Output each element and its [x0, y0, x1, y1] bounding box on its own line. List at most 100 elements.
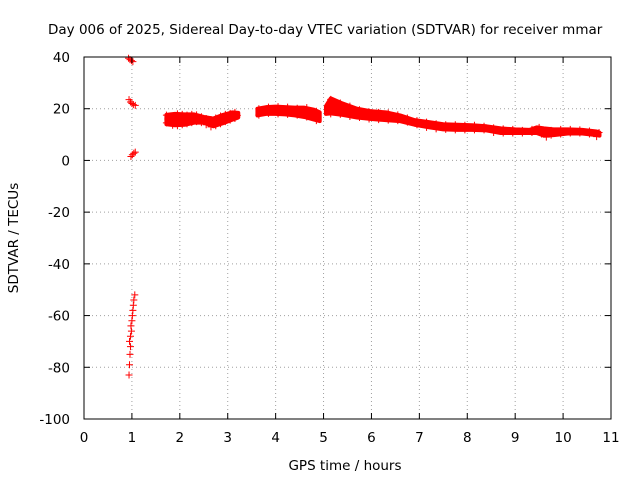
y-tick-label: 20: [53, 102, 70, 118]
data-point: [538, 130, 546, 138]
data-point: [212, 114, 220, 122]
series-sdtvar: [125, 54, 603, 379]
x-tick-label: 7: [415, 430, 424, 446]
data-point: [499, 129, 507, 137]
data-point: [327, 95, 335, 103]
plot-grid: [84, 57, 611, 419]
data-point: [274, 110, 282, 118]
data-point: [442, 125, 450, 133]
y-tick-label: -40: [48, 257, 70, 273]
data-point: [178, 110, 186, 118]
data-point-band: [255, 104, 322, 124]
data-point: [528, 129, 536, 137]
data-point: [585, 130, 593, 138]
y-tick-label: 0: [61, 153, 70, 169]
data-point: [470, 126, 478, 134]
data-point: [303, 113, 311, 121]
data-point: [130, 149, 138, 157]
data-point: [576, 129, 584, 137]
data-point: [129, 58, 137, 66]
x-tick-label: 11: [602, 430, 619, 446]
data-point: [125, 371, 133, 379]
data-point: [197, 119, 205, 127]
data-point: [126, 332, 134, 340]
data-point: [217, 120, 225, 128]
data-point: [284, 103, 292, 111]
data-point: [255, 111, 263, 119]
data-point: [173, 110, 181, 118]
x-tick-label: 6: [367, 430, 376, 446]
data-point: [126, 337, 134, 345]
data-point: [346, 112, 354, 120]
data-point: [207, 123, 215, 131]
data-point: [355, 114, 363, 122]
data-point: [126, 361, 134, 369]
x-tick-label: 0: [80, 430, 89, 446]
data-point: [336, 99, 344, 107]
data-point: [384, 116, 392, 124]
data-point: [346, 102, 354, 110]
data-point: [365, 115, 373, 123]
data-point: [490, 129, 498, 137]
data-point: [509, 129, 517, 137]
data-point: [557, 130, 565, 138]
chart-title: Day 006 of 2025, Sidereal Day-to-day VTE…: [48, 22, 603, 38]
data-point: [233, 111, 241, 119]
data-point: [593, 133, 601, 141]
data-point: [212, 122, 220, 130]
data-point: [197, 113, 205, 121]
data-point: [375, 116, 383, 124]
data-point: [226, 109, 234, 117]
data-point: [164, 115, 172, 123]
data-point: [173, 122, 181, 130]
data-point: [274, 103, 282, 111]
data-point: [566, 129, 574, 137]
data-point: [432, 125, 440, 133]
data-point: [131, 101, 139, 109]
y-axis-label: SDTVAR / TECUs: [6, 183, 22, 293]
y-tick-label: -80: [48, 360, 70, 376]
data-point: [327, 110, 335, 118]
x-tick-label: 10: [554, 430, 571, 446]
data-point: [169, 112, 177, 120]
data-point: [423, 123, 431, 131]
data-point: [384, 109, 392, 117]
y-tick-label: 40: [53, 50, 70, 66]
x-tick-label: 3: [223, 430, 232, 446]
data-point: [535, 123, 543, 131]
data-point: [595, 129, 603, 137]
data-point: [202, 115, 210, 123]
data-point: [127, 153, 135, 161]
x-axis-label: GPS time / hours: [288, 458, 401, 474]
data-point: [183, 111, 191, 119]
data-point: [312, 117, 320, 125]
data-point: [461, 126, 469, 134]
x-tick-label: 4: [271, 430, 280, 446]
data-point: [226, 116, 234, 124]
plot-frame: [83, 56, 612, 420]
data-point: [355, 106, 363, 114]
data-point: [193, 111, 201, 119]
data-point: [178, 121, 186, 129]
axis-ticks: 0 1 2 3 4 5 6 7 8 9 10 11 40 20 0 -20 -40 -60 -80 -100: [39, 50, 619, 446]
data-point: [127, 322, 135, 330]
data-point: [284, 110, 292, 118]
data-point: [128, 100, 136, 108]
data-point: [264, 109, 272, 117]
x-tick-label: 5: [319, 430, 328, 446]
data-point: [264, 103, 272, 111]
data-point: [221, 118, 229, 126]
data-point: [217, 112, 225, 120]
data-point: [480, 126, 488, 134]
data-point: [518, 129, 526, 137]
data-point: [293, 111, 301, 119]
y-tick-label: -20: [48, 205, 70, 221]
data-point: [193, 118, 201, 126]
data-point: [255, 105, 263, 113]
data-point: [365, 108, 373, 116]
x-tick-label: 8: [463, 430, 472, 446]
data-point: [130, 296, 138, 304]
data-point: [293, 104, 301, 112]
y-tick-label: -100: [39, 412, 70, 428]
